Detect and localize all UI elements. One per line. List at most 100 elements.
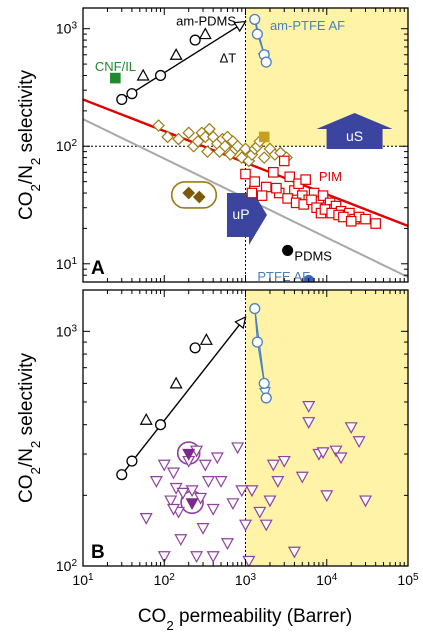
- data-point: [176, 487, 190, 500]
- data-point: [316, 447, 330, 460]
- data-point: [182, 126, 196, 140]
- am-pdms-trend-arrow-head: [234, 316, 247, 330]
- data-point: [260, 56, 272, 68]
- series-unnamed-6: [258, 131, 270, 143]
- series--t: [136, 27, 212, 81]
- data-point: [287, 546, 301, 559]
- data-point: [259, 519, 273, 532]
- annotation-label: PIM: [319, 169, 342, 184]
- data-point: [317, 190, 329, 201]
- data-point: [300, 174, 311, 185]
- series--t: [139, 333, 213, 425]
- data-point: [189, 342, 201, 354]
- annotation-label: uP: [232, 206, 249, 222]
- am-pdms-trend-arrow-head: [233, 20, 247, 33]
- x-tick-label: 105: [397, 572, 419, 589]
- annotation-label: am-PTFE AF: [270, 18, 345, 33]
- data-point: [359, 495, 373, 508]
- shaded-target-region: [245, 8, 408, 147]
- data-point: [189, 34, 201, 46]
- data-point: [199, 333, 213, 345]
- data-point: [116, 469, 128, 481]
- data-point: [271, 476, 285, 488]
- data-point: [154, 69, 167, 82]
- data-point: [257, 151, 271, 164]
- data-point: [249, 303, 261, 315]
- data-point: [154, 419, 167, 431]
- data-point: [218, 139, 232, 153]
- data-point: [214, 476, 228, 488]
- arrow-us: [316, 112, 393, 149]
- data-point: [344, 422, 358, 435]
- data-point: [352, 436, 366, 449]
- data-point: [157, 459, 171, 472]
- highlight-ellipse: [170, 181, 218, 209]
- data-point: [185, 485, 199, 498]
- data-point: [190, 551, 204, 564]
- data-point: [334, 452, 348, 465]
- y-axis-label: CO2/N2 selectivity: [16, 70, 43, 220]
- data-point: [166, 503, 181, 516]
- data-point: [185, 498, 199, 511]
- x-tick-label: 101: [72, 572, 94, 589]
- data-point: [172, 132, 185, 146]
- series-am-ptfe-af: [249, 303, 272, 404]
- data-point: [192, 190, 206, 204]
- data-point: [251, 336, 263, 348]
- y-axis-label: CO2/N2 selectivity: [16, 353, 43, 503]
- data-point: [302, 417, 316, 429]
- data-point: [249, 13, 261, 25]
- data-point: [238, 519, 253, 532]
- y-tick-label: 103: [56, 20, 78, 37]
- data-point: [271, 182, 282, 194]
- data-point: [329, 445, 343, 458]
- data-point: [139, 512, 153, 525]
- data-point: [126, 88, 138, 100]
- data-point: [277, 455, 291, 468]
- y-tick-label: 101: [56, 255, 78, 272]
- series-unnamed-4: [152, 119, 293, 168]
- data-point: [320, 490, 334, 503]
- data-point: [152, 119, 165, 132]
- data-point: [166, 467, 181, 480]
- y-tick-label: 103: [56, 323, 78, 340]
- data-point: [182, 186, 196, 200]
- shared-axis-labels: CO2 permeability (Barrer): [138, 606, 352, 633]
- data-point: [220, 538, 234, 551]
- series-am-pdms: [116, 34, 201, 106]
- data-point: [278, 155, 290, 167]
- data-point: [201, 145, 214, 158]
- data-point: [235, 485, 249, 498]
- annotation-label: PDMS: [294, 249, 332, 264]
- data-point: [210, 452, 224, 465]
- data-point: [246, 187, 258, 199]
- data-point: [266, 459, 280, 472]
- data-point: [182, 448, 196, 461]
- data-point: [249, 176, 261, 187]
- data-point: [295, 471, 309, 484]
- annotation-label: ΔT: [220, 50, 237, 65]
- data-point: [174, 534, 188, 547]
- am-pdms-trend-arrow-shaft: [121, 316, 247, 476]
- data-point: [169, 48, 183, 60]
- data-point: [284, 171, 296, 183]
- annotation-label: PTFE AF: [257, 269, 310, 284]
- data-point: [157, 551, 171, 564]
- series-am-ptfe-af: [249, 13, 272, 68]
- data-point: [149, 476, 163, 488]
- x-tick-label: 103: [235, 572, 257, 589]
- series-pdms: [282, 244, 294, 256]
- series-unnamed-4: [182, 448, 199, 511]
- x-tick-label: 102: [154, 572, 176, 589]
- series-am-pdms: [116, 342, 201, 481]
- data-point: [226, 498, 240, 511]
- annotation-label: CNF/IL: [95, 59, 136, 74]
- data-point: [242, 555, 256, 566]
- x-axis-label: CO2 permeability (Barrer): [138, 606, 352, 633]
- series-cnf-il: [110, 72, 121, 84]
- data-point: [196, 523, 210, 535]
- panel-a: am-PDMS ΔT am-PTFE AF CNF/IL PIM PDMS PTFE AF u…: [16, 7, 409, 284]
